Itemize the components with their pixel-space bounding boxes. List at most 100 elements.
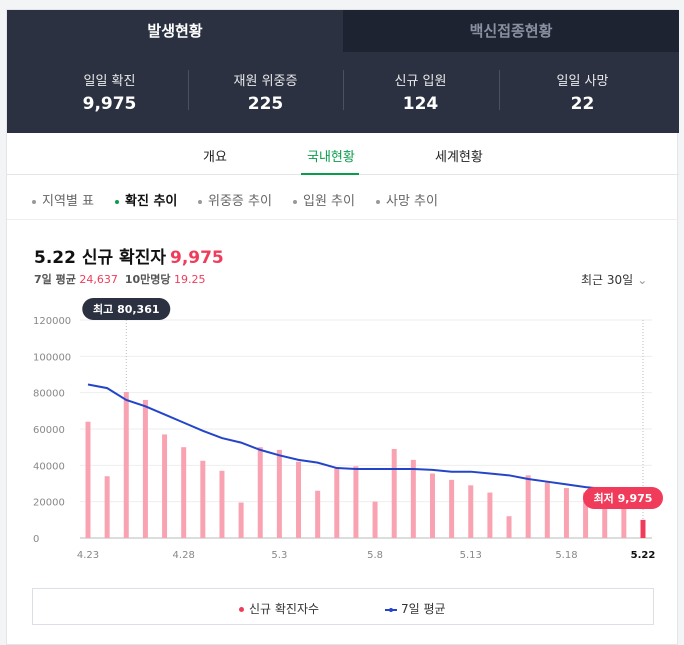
bar-4.24 [104, 476, 110, 538]
stat-value: 9,975 [82, 94, 137, 114]
min-tooltip [583, 487, 663, 509]
stat-value: 225 [247, 94, 284, 114]
bar-5.3 [276, 449, 282, 538]
stat-label: 일일 확진 [83, 74, 136, 89]
tab-overview[interactable]: 개요 [203, 150, 227, 165]
legend-item-bars: 신규 확진자수 [239, 600, 319, 617]
chart-subinfo: 7일 평균 24,637 10만명당 19.25 [34, 271, 206, 287]
bullet-icon [376, 199, 380, 204]
stat-value: 22 [570, 94, 595, 114]
summary-header: 발생현황 백신접종현황 일일 확진 9,975 재원 위중증 225 신규 입원… [7, 10, 679, 133]
x-tick-label: 5.8 [367, 550, 383, 561]
avg-line [87, 383, 644, 495]
filter-region-table[interactable]: 지역별 표 [32, 190, 94, 209]
per100k-label: 10만명당 [124, 273, 171, 286]
x-tick-label: 4.28 [173, 550, 195, 561]
chart-legend: 신규 확진자수 7일 평균 [32, 588, 654, 625]
bullet-icon [115, 199, 119, 204]
legend-label: 신규 확진자수 [249, 602, 320, 616]
bar-4.29 [200, 460, 206, 538]
legend-item-line: 7일 평균 [385, 600, 446, 617]
tab-vaccination-status[interactable]: 백신접종현황 [343, 10, 679, 52]
bar-5.4 [296, 461, 302, 538]
chart-title-date: 5.22 신규 확진자 [34, 248, 166, 268]
tab-domestic[interactable]: 국내현황 [307, 150, 355, 165]
sub-navigation: 개요 국내현황 세계현황 [7, 133, 679, 175]
tab-outbreak-status[interactable]: 발생현황 [7, 10, 343, 52]
filter-label: 입원 추이 [303, 194, 355, 209]
bar-5.15 [506, 516, 512, 538]
bar-5.20 [602, 500, 608, 538]
bar-5.16 [525, 475, 531, 538]
max-tooltip [82, 298, 171, 320]
filter-critical-trend[interactable]: 위중증 추이 [198, 190, 272, 209]
bar-5.21 [621, 506, 627, 538]
y-tick-label: 40000 [33, 461, 65, 472]
x-tick-label: 5.18 [555, 550, 577, 561]
bar-5.7 [353, 466, 359, 538]
bar-4.25 [123, 392, 129, 538]
legend-dot-icon [239, 607, 244, 612]
x-tick-label: 5.3 [271, 550, 287, 561]
bar-5.17 [544, 482, 550, 538]
avg-value: 24,637 [79, 273, 118, 286]
filter-death-trend[interactable]: 사망 추이 [376, 190, 438, 209]
tab-world[interactable]: 세계현황 [435, 150, 483, 165]
divider [343, 70, 344, 110]
bar-5.2 [257, 447, 263, 538]
avg-label: 7일 평균 [34, 273, 76, 286]
filter-label: 지역별 표 [42, 194, 94, 209]
stat-deaths: 일일 사망 22 [505, 70, 660, 114]
bar-4.28 [181, 447, 187, 538]
y-tick-label: 0 [33, 534, 39, 545]
chart-title-value: 9,975 [169, 248, 224, 268]
stat-label: 일일 사망 [556, 74, 609, 89]
legend-label: 7일 평균 [401, 602, 446, 616]
per100k-value: 19.25 [174, 273, 206, 286]
min-tooltip-label: 최저 9,975 [594, 491, 653, 505]
divider [499, 70, 500, 110]
period-selector[interactable]: 최근 30일 ⌄ [581, 271, 647, 288]
chart-title: 5.22 신규 확진자 9,975 [34, 243, 224, 268]
bar-5.14 [487, 492, 493, 538]
bar-5.10 [410, 459, 416, 538]
bullet-icon [198, 199, 202, 204]
stat-daily-cases: 일일 확진 9,975 [32, 70, 187, 114]
filter-cases-trend[interactable]: 확진 추이 [115, 190, 177, 209]
bar-5.13 [468, 485, 474, 538]
stat-admissions: 신규 입원 124 [343, 70, 498, 114]
chart-type-filters: 지역별 표 확진 추이 위중증 추이 입원 추이 사망 추이 [7, 176, 679, 220]
bar-5.12 [449, 479, 455, 538]
bar-5.1 [238, 502, 244, 538]
bar-5.8 [372, 501, 378, 538]
bar-4.30 [219, 470, 225, 538]
bar-5.9 [391, 448, 397, 538]
x-tick-label: 5.22 [631, 550, 656, 561]
y-tick-label: 80000 [33, 389, 65, 400]
y-tick-label: 20000 [33, 498, 65, 509]
stat-label: 재원 위중증 [233, 74, 298, 89]
filter-label: 사망 추이 [386, 194, 438, 209]
legend-line-icon [385, 607, 397, 612]
max-tooltip-label: 최고 80,361 [93, 302, 160, 316]
filter-label: 위중증 추이 [208, 194, 272, 209]
bar-4.27 [162, 434, 168, 538]
bar-5.22 [640, 519, 646, 538]
period-label: 최근 30일 [581, 273, 634, 287]
covid-panel: 발생현황 백신접종현황 일일 확진 9,975 재원 위중증 225 신규 입원… [6, 9, 679, 645]
y-tick-label: 100000 [33, 352, 71, 363]
bar-5.6 [334, 468, 340, 538]
stat-label: 신규 입원 [394, 74, 447, 89]
chevron-down-icon: ⌄ [637, 273, 648, 287]
bar-5.5 [315, 490, 321, 538]
filter-admission-trend[interactable]: 입원 추이 [293, 190, 355, 209]
bar-4.23 [85, 421, 91, 538]
bar-4.26 [142, 399, 148, 538]
x-tick-label: 5.13 [460, 550, 482, 561]
x-tick-label: 4.23 [77, 550, 99, 561]
bar-5.18 [563, 488, 569, 538]
filter-label: 확진 추이 [125, 194, 178, 209]
bullet-icon [293, 199, 297, 204]
bar-5.11 [429, 473, 435, 538]
